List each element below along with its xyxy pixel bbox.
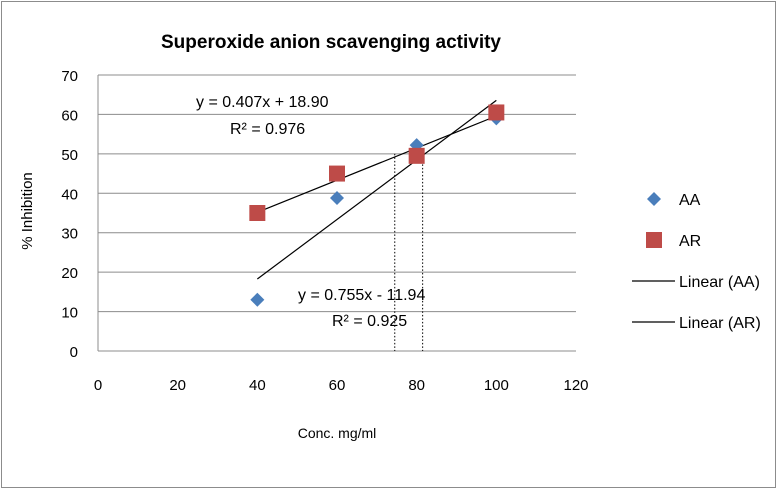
x-axis-title: Conc. mg/ml	[298, 425, 377, 441]
y-tick-label: 70	[61, 68, 78, 85]
trendlines	[256, 99, 497, 280]
data-point-diamond	[250, 292, 265, 307]
trendline-equation: y = 0.755x - 11.94	[298, 287, 425, 304]
trendline-r-squared: R² = 0.976	[230, 121, 305, 138]
legend-label: Linear (AR)	[679, 315, 761, 332]
data-point-square	[329, 165, 345, 182]
legend-label: Linear (AA)	[679, 274, 760, 291]
legend-marker-square	[646, 232, 662, 248]
reference-lines	[394, 153, 424, 351]
data-point-square	[408, 147, 425, 164]
y-tick-label: 20	[61, 265, 78, 282]
x-tick-label: 120	[563, 377, 588, 394]
y-tick-label: 40	[61, 186, 78, 203]
axes: 0 10 20 30 40 50 60 70 0 20 40 60 80 100 120	[61, 68, 588, 394]
data-point-square	[488, 104, 505, 121]
legend-label: AR	[679, 233, 701, 250]
trendline	[257, 115, 497, 213]
x-tick-label: 20	[169, 377, 186, 394]
x-tick-label: 100	[484, 377, 509, 394]
trendline	[256, 99, 497, 280]
y-tick-label: 60	[61, 107, 78, 124]
trendline-r-squared: R² = 0.925	[332, 313, 407, 330]
x-tick-label: 80	[408, 377, 425, 394]
y-tick-label: 30	[61, 226, 78, 243]
legend: AA AR Linear (AA) Linear (AR)	[632, 192, 761, 332]
x-tick-label: 40	[249, 377, 266, 394]
annotations: y = 0.755x - 11.94 R² = 0.925 y = 0.407x +…	[196, 94, 425, 330]
trendline-equation: y = 0.407x + 18.90	[196, 94, 329, 111]
y-tick-label: 10	[61, 305, 78, 322]
chart-title: Superoxide anion scavenging activity	[161, 32, 501, 53]
data-points	[249, 104, 505, 307]
x-tick-label: 60	[329, 377, 346, 394]
y-axis-title: % Inhibition	[19, 172, 36, 250]
y-tick-label: 50	[61, 147, 78, 164]
legend-marker-diamond	[647, 192, 661, 206]
legend-label: AA	[679, 192, 701, 209]
data-point-diamond	[330, 191, 344, 206]
data-point-square	[249, 205, 266, 221]
y-tick-label: 0	[70, 344, 78, 361]
x-tick-label: 0	[94, 377, 102, 394]
